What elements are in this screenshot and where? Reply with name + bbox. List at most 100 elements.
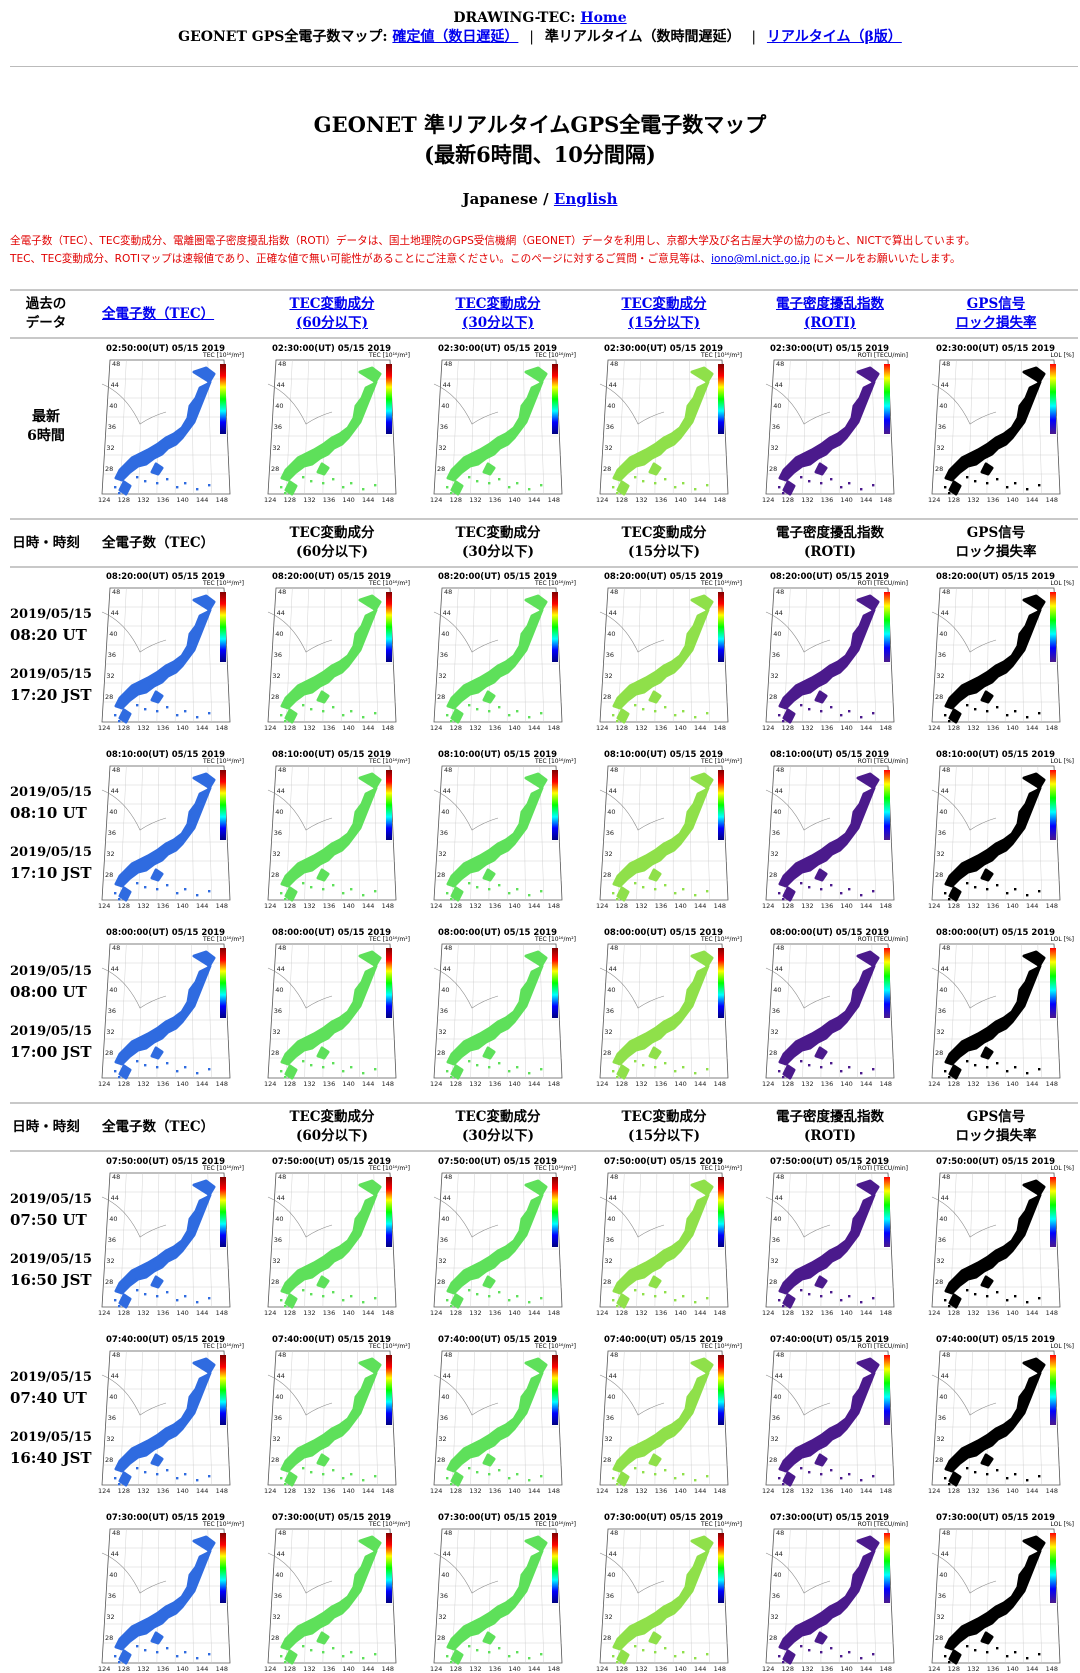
lol-archive-link[interactable]: GPS信号 ロック損失率 [955,296,1037,331]
dtec-map-image[interactable]: 07:50:00(UT) 05/15 2019 TEC [10¹⁶/m²] 48 44… [594,1157,742,1317]
tec-map-image[interactable]: 07:50:00(UT) 05/15 2019 TEC [10¹⁶/m²] 48 44… [96,1157,244,1317]
svg-text:148: 148 [548,496,560,504]
svg-text:144: 144 [694,902,706,910]
svg-text:132: 132 [469,1080,481,1088]
tec-map-image[interactable]: 08:00:00(UT) 05/15 2019 TEC [10¹⁶/m²] 48 44… [96,928,244,1088]
roti-map-image[interactable]: 07:30:00(UT) 05/15 2019 ROTI [TECU/min] 48… [760,1513,908,1673]
svg-text:32: 32 [106,1613,114,1621]
svg-text:140: 140 [508,1665,520,1673]
dtec15-archive-link[interactable]: TEC変動成分 (15分以下) [621,296,707,331]
svg-text:144: 144 [196,902,208,910]
dtec-map-image[interactable]: 07:40:00(UT) 05/15 2019 TEC [10¹⁶/m²] 48 44… [428,1335,576,1495]
svg-text:36: 36 [938,829,946,837]
lol-map-image[interactable]: 08:20:00(UT) 05/15 2019 LOL [%] 48 44 40 36 32… [926,572,1074,732]
dtec-map-image[interactable]: 02:30:00(UT) 05/15 2019 TEC [10¹⁶/m²] 48 44… [262,344,410,504]
dtec-map-image[interactable]: 02:30:00(UT) 05/15 2019 TEC [10¹⁶/m²] 48 44… [428,344,576,504]
dtec-map-image[interactable]: 07:30:00(UT) 05/15 2019 TEC [10¹⁶/m²] 48 44… [428,1513,576,1673]
dtec-map-image[interactable]: 02:30:00(UT) 05/15 2019 TEC [10¹⁶/m²] 48 44… [594,344,742,504]
svg-text:140: 140 [840,1080,852,1088]
svg-text:48: 48 [776,766,784,774]
roti-archive-link[interactable]: 電子密度擾乱指数 (ROTI) [776,296,884,331]
dtec-map-image[interactable]: 07:40:00(UT) 05/15 2019 TEC [10¹⁶/m²] 48 44… [262,1335,410,1495]
roti-map-image[interactable]: 02:30:00(UT) 05/15 2019 ROTI [TECU/min] 48… [760,344,908,504]
japan-map-icon: 48 44 40 36 32 28 124 128 132 136 140 144 148 [98,765,231,910]
dtec-map-image[interactable]: 08:20:00(UT) 05/15 2019 TEC [10¹⁶/m²] 48 44… [262,572,410,732]
svg-text:28: 28 [603,1049,611,1057]
dtec-map-image[interactable]: 08:00:00(UT) 05/15 2019 TEC [10¹⁶/m²] 48 44… [594,928,742,1088]
svg-text:132: 132 [303,1309,315,1317]
roti-map-image[interactable]: 08:20:00(UT) 05/15 2019 ROTI [TECU/min] 48… [760,572,908,732]
contact-email-link[interactable]: iono@ml.nict.go.jp [711,253,810,265]
realtime-beta-link[interactable]: リアルタイム（β版） [766,29,902,45]
svg-text:32: 32 [272,1435,280,1443]
tec-map-image[interactable]: 08:20:00(UT) 05/15 2019 TEC [10¹⁶/m²] 48 44… [96,572,244,732]
svg-text:136: 136 [323,724,335,732]
svg-text:136: 136 [489,902,501,910]
roti-map-image[interactable]: 08:10:00(UT) 05/15 2019 ROTI [TECU/min] 48… [760,750,908,910]
svg-text:40: 40 [607,1571,615,1579]
svg-text:32: 32 [272,1613,280,1621]
tec-map-image[interactable]: 02:50:00(UT) 05/15 2019 TEC [10¹⁶/m²] 48 44… [96,344,244,504]
lol-map-image[interactable]: 08:10:00(UT) 05/15 2019 LOL [%] 48 44 40 36 32… [926,750,1074,910]
dtec-map-image[interactable]: 08:10:00(UT) 05/15 2019 TEC [10¹⁶/m²] 48 44… [594,750,742,910]
dtec-map-image[interactable]: 07:50:00(UT) 05/15 2019 TEC [10¹⁶/m²] 48 44… [428,1157,576,1317]
svg-text:48: 48 [776,1529,784,1537]
svg-text:32: 32 [438,1435,446,1443]
svg-text:132: 132 [469,1665,481,1673]
svg-text:140: 140 [840,902,852,910]
tec-map-image[interactable]: 07:30:00(UT) 05/15 2019 TEC [10¹⁶/m²] 48 44… [96,1513,244,1673]
dtec-map-image[interactable]: 07:40:00(UT) 05/15 2019 TEC [10¹⁶/m²] 48 44… [594,1335,742,1495]
tec-archive-link[interactable]: 全電子数（TEC） [102,305,215,322]
svg-text:36: 36 [938,651,946,659]
dtec-map-image[interactable]: 08:00:00(UT) 05/15 2019 TEC [10¹⁶/m²] 48 44… [428,928,576,1088]
dtec-map-image[interactable]: 08:20:00(UT) 05/15 2019 TEC [10¹⁶/m²] 48 44… [428,572,576,732]
svg-text:136: 136 [489,496,501,504]
dtec-map-image[interactable]: 07:30:00(UT) 05/15 2019 TEC [10¹⁶/m²] 48 44… [262,1513,410,1673]
svg-text:124: 124 [98,496,110,504]
svg-text:28: 28 [935,1278,943,1286]
header-dtec15: TEC変動成分 (15分以下) [594,291,734,337]
tec-map-image[interactable]: 07:40:00(UT) 05/15 2019 TEC [10¹⁶/m²] 48 44… [96,1335,244,1495]
roti-map-image[interactable]: 07:50:00(UT) 05/15 2019 ROTI [TECU/min] 48… [760,1157,908,1317]
svg-text:124: 124 [928,1487,940,1495]
roti-map-image[interactable]: 07:40:00(UT) 05/15 2019 ROTI [TECU/min] 48… [760,1335,908,1495]
home-link[interactable]: Home [580,10,627,26]
japan-map-icon: 48 44 40 36 32 28 124 128 132 136 140 144 148 [264,1528,397,1673]
lol-map-image[interactable]: 07:50:00(UT) 05/15 2019 LOL [%] 48 44 40 36 32… [926,1157,1074,1317]
dtec-map-image[interactable]: 08:20:00(UT) 05/15 2019 TEC [10¹⁶/m²] 48 44… [594,572,742,732]
dtec60-archive-link[interactable]: TEC変動成分 (60分以下) [289,296,375,331]
dtec30-archive-link[interactable]: TEC変動成分 (30分以下) [455,296,541,331]
svg-text:36: 36 [606,829,614,837]
svg-text:148: 148 [1046,1309,1058,1317]
lol-map-image[interactable]: 08:00:00(UT) 05/15 2019 LOL [%] 48 44 40 36 32… [926,928,1074,1088]
map-unit-label: TEC [10¹⁶/m²] [535,758,576,765]
svg-text:128: 128 [118,1080,130,1088]
svg-text:48: 48 [776,944,784,952]
map-unit-label: ROTI [TECU/min] [857,352,908,359]
dtec-map-image[interactable]: 08:10:00(UT) 05/15 2019 TEC [10¹⁶/m²] 48 44… [262,750,410,910]
svg-text:128: 128 [616,902,628,910]
svg-text:32: 32 [438,1028,446,1036]
svg-text:28: 28 [437,1456,445,1464]
svg-text:48: 48 [444,1351,452,1359]
lol-map-image[interactable]: 02:30:00(UT) 05/15 2019 LOL [%] 48 44 40 36 32… [926,344,1074,504]
lol-map-image[interactable]: 07:40:00(UT) 05/15 2019 LOL [%] 48 44 40 36 32… [926,1335,1074,1495]
roti-map-image[interactable]: 08:00:00(UT) 05/15 2019 ROTI [TECU/min] 48… [760,928,908,1088]
svg-text:32: 32 [936,1613,944,1621]
map-timestamp: 02:30:00(UT) 05/15 2019 [604,344,724,354]
svg-text:48: 48 [776,360,784,368]
dtec-map-image[interactable]: 08:00:00(UT) 05/15 2019 TEC [10¹⁶/m²] 48 44… [262,928,410,1088]
lol-map-image[interactable]: 07:30:00(UT) 05/15 2019 LOL [%] 48 44 40 36 32… [926,1513,1074,1673]
svg-text:32: 32 [106,444,114,452]
final-values-link[interactable]: 確定値（数日遅延） [392,29,519,45]
lang-english-link[interactable]: English [553,190,618,208]
svg-text:32: 32 [106,1435,114,1443]
svg-text:148: 148 [216,496,228,504]
dtec-map-image[interactable]: 07:50:00(UT) 05/15 2019 TEC [10¹⁶/m²] 48 44… [262,1157,410,1317]
tec-map-image[interactable]: 08:10:00(UT) 05/15 2019 TEC [10¹⁶/m²] 48 44… [96,750,244,910]
dtec-map-image[interactable]: 07:30:00(UT) 05/15 2019 TEC [10¹⁶/m²] 48 44… [594,1513,742,1673]
dtec-map-image[interactable]: 08:10:00(UT) 05/15 2019 TEC [10¹⁶/m²] 48 44… [428,750,576,910]
map-unit-label: TEC [10¹⁶/m²] [701,580,742,587]
map-timestamp: 07:30:00(UT) 05/15 2019 [604,1513,724,1523]
svg-text:32: 32 [272,444,280,452]
